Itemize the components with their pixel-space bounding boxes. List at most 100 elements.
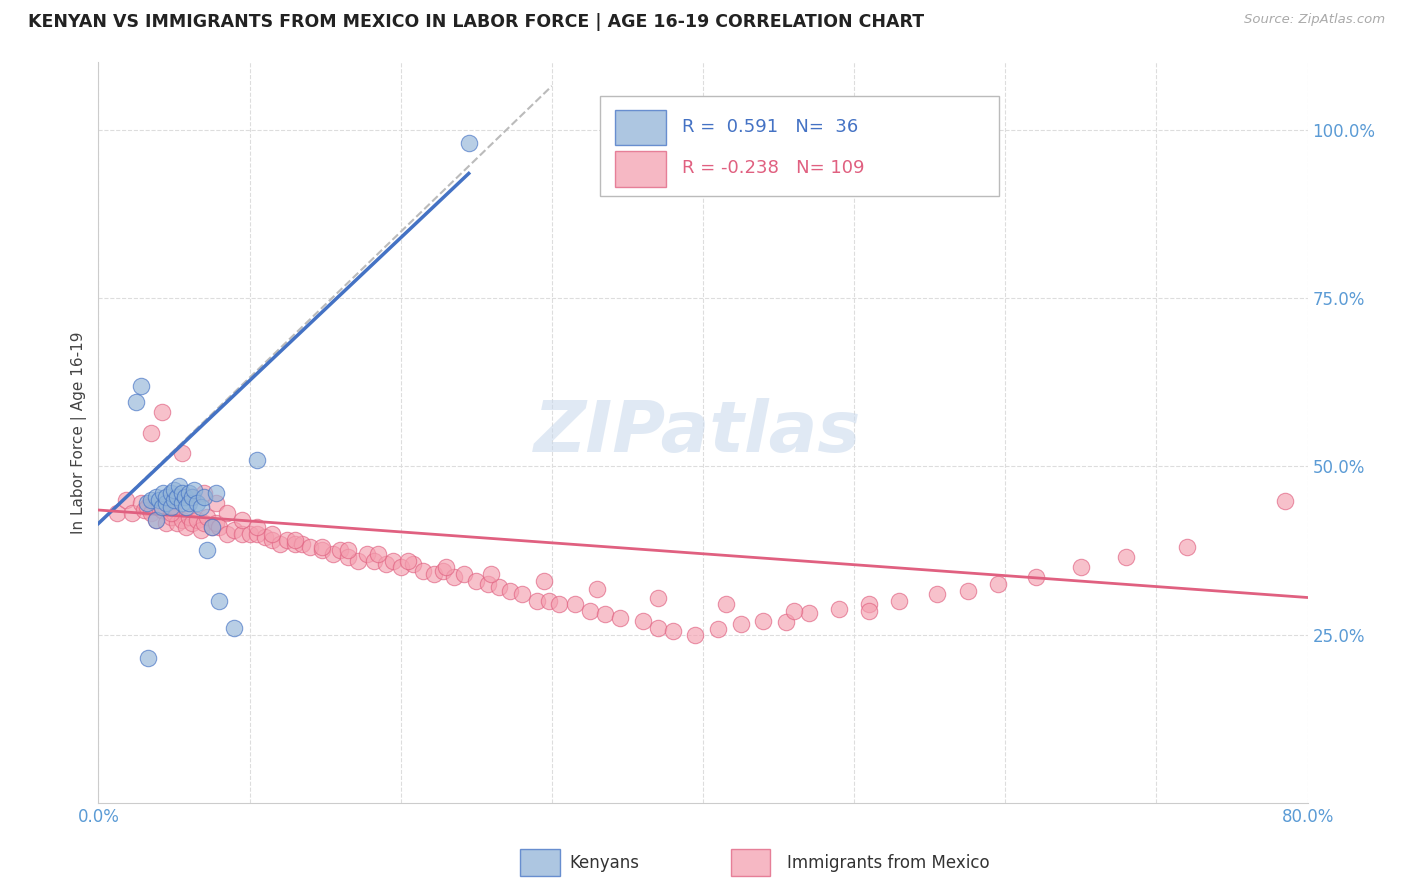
Point bbox=[170, 496, 193, 510]
Point bbox=[889, 594, 911, 608]
Point bbox=[181, 490, 204, 504]
Point bbox=[193, 516, 215, 531]
Point bbox=[181, 516, 204, 531]
Point bbox=[402, 557, 425, 571]
Point bbox=[714, 597, 737, 611]
Point bbox=[170, 446, 193, 460]
Point bbox=[224, 621, 246, 635]
Point bbox=[564, 597, 586, 611]
Point bbox=[367, 547, 389, 561]
Point bbox=[155, 496, 177, 510]
Point bbox=[609, 610, 631, 624]
Point bbox=[453, 566, 475, 581]
Point bbox=[141, 507, 163, 521]
Point bbox=[730, 617, 752, 632]
Text: Source: ZipAtlas.com: Source: ZipAtlas.com bbox=[1244, 13, 1385, 27]
Point bbox=[125, 395, 148, 409]
Point bbox=[537, 594, 560, 608]
Point bbox=[262, 533, 284, 548]
Point bbox=[707, 622, 730, 636]
Point bbox=[631, 614, 654, 628]
Point bbox=[170, 513, 193, 527]
Point bbox=[150, 405, 173, 419]
Point bbox=[858, 597, 880, 611]
Point bbox=[423, 566, 446, 581]
Point bbox=[179, 496, 201, 510]
Point bbox=[183, 483, 205, 497]
Point bbox=[208, 594, 231, 608]
Point bbox=[231, 526, 253, 541]
Point bbox=[152, 486, 174, 500]
Point bbox=[208, 520, 231, 534]
Point bbox=[578, 604, 600, 618]
Point bbox=[647, 591, 669, 605]
Point bbox=[752, 614, 775, 628]
Point bbox=[374, 557, 396, 571]
Point bbox=[155, 490, 177, 504]
Point bbox=[329, 543, 352, 558]
Point bbox=[193, 490, 215, 504]
Point bbox=[927, 587, 949, 601]
Point bbox=[150, 503, 173, 517]
Point bbox=[193, 486, 215, 500]
Point bbox=[155, 516, 177, 531]
Point bbox=[205, 516, 228, 531]
FancyBboxPatch shape bbox=[614, 110, 665, 145]
Point bbox=[179, 509, 201, 524]
Point bbox=[163, 507, 186, 521]
Y-axis label: In Labor Force | Age 16-19: In Labor Force | Age 16-19 bbox=[72, 331, 87, 534]
Text: R = -0.238   N= 109: R = -0.238 N= 109 bbox=[682, 160, 865, 178]
Point bbox=[363, 553, 385, 567]
Point bbox=[488, 581, 510, 595]
Point bbox=[148, 492, 170, 507]
Point bbox=[510, 587, 533, 601]
Point bbox=[322, 547, 344, 561]
Point bbox=[148, 500, 170, 514]
Point bbox=[160, 486, 183, 500]
Point bbox=[336, 550, 359, 565]
Point bbox=[299, 540, 322, 554]
Text: ZIPatlas: ZIPatlas bbox=[534, 398, 860, 467]
Point bbox=[160, 500, 183, 514]
Point bbox=[389, 560, 412, 574]
Point bbox=[465, 574, 488, 588]
Point bbox=[246, 520, 269, 534]
Point bbox=[533, 574, 555, 588]
Point bbox=[1115, 550, 1137, 565]
Point bbox=[163, 483, 186, 497]
Point bbox=[239, 526, 262, 541]
Point bbox=[190, 523, 212, 537]
Point bbox=[457, 136, 479, 151]
Point bbox=[145, 513, 167, 527]
Point bbox=[481, 566, 503, 581]
Point bbox=[145, 513, 167, 527]
Point bbox=[186, 496, 208, 510]
Point bbox=[262, 526, 284, 541]
Point bbox=[186, 513, 208, 527]
Point bbox=[132, 503, 155, 517]
Text: R =  0.591   N=  36: R = 0.591 N= 36 bbox=[682, 118, 859, 136]
Point bbox=[311, 543, 333, 558]
Point bbox=[167, 479, 190, 493]
Point bbox=[593, 607, 616, 622]
Point bbox=[215, 507, 238, 521]
FancyBboxPatch shape bbox=[614, 152, 665, 186]
Point bbox=[114, 492, 136, 507]
Point bbox=[201, 520, 224, 534]
Point bbox=[1024, 570, 1046, 584]
Point bbox=[170, 486, 193, 500]
Point bbox=[201, 520, 224, 534]
Point bbox=[685, 627, 707, 641]
Point bbox=[987, 577, 1010, 591]
Point bbox=[291, 536, 314, 550]
FancyBboxPatch shape bbox=[600, 95, 1000, 195]
Point bbox=[858, 604, 880, 618]
Point bbox=[269, 536, 291, 550]
Point bbox=[181, 490, 204, 504]
Text: Kenyans: Kenyans bbox=[569, 854, 640, 871]
Point bbox=[548, 597, 571, 611]
Point bbox=[160, 507, 183, 521]
Point bbox=[163, 492, 186, 507]
Point bbox=[526, 594, 548, 608]
Point bbox=[166, 516, 188, 531]
